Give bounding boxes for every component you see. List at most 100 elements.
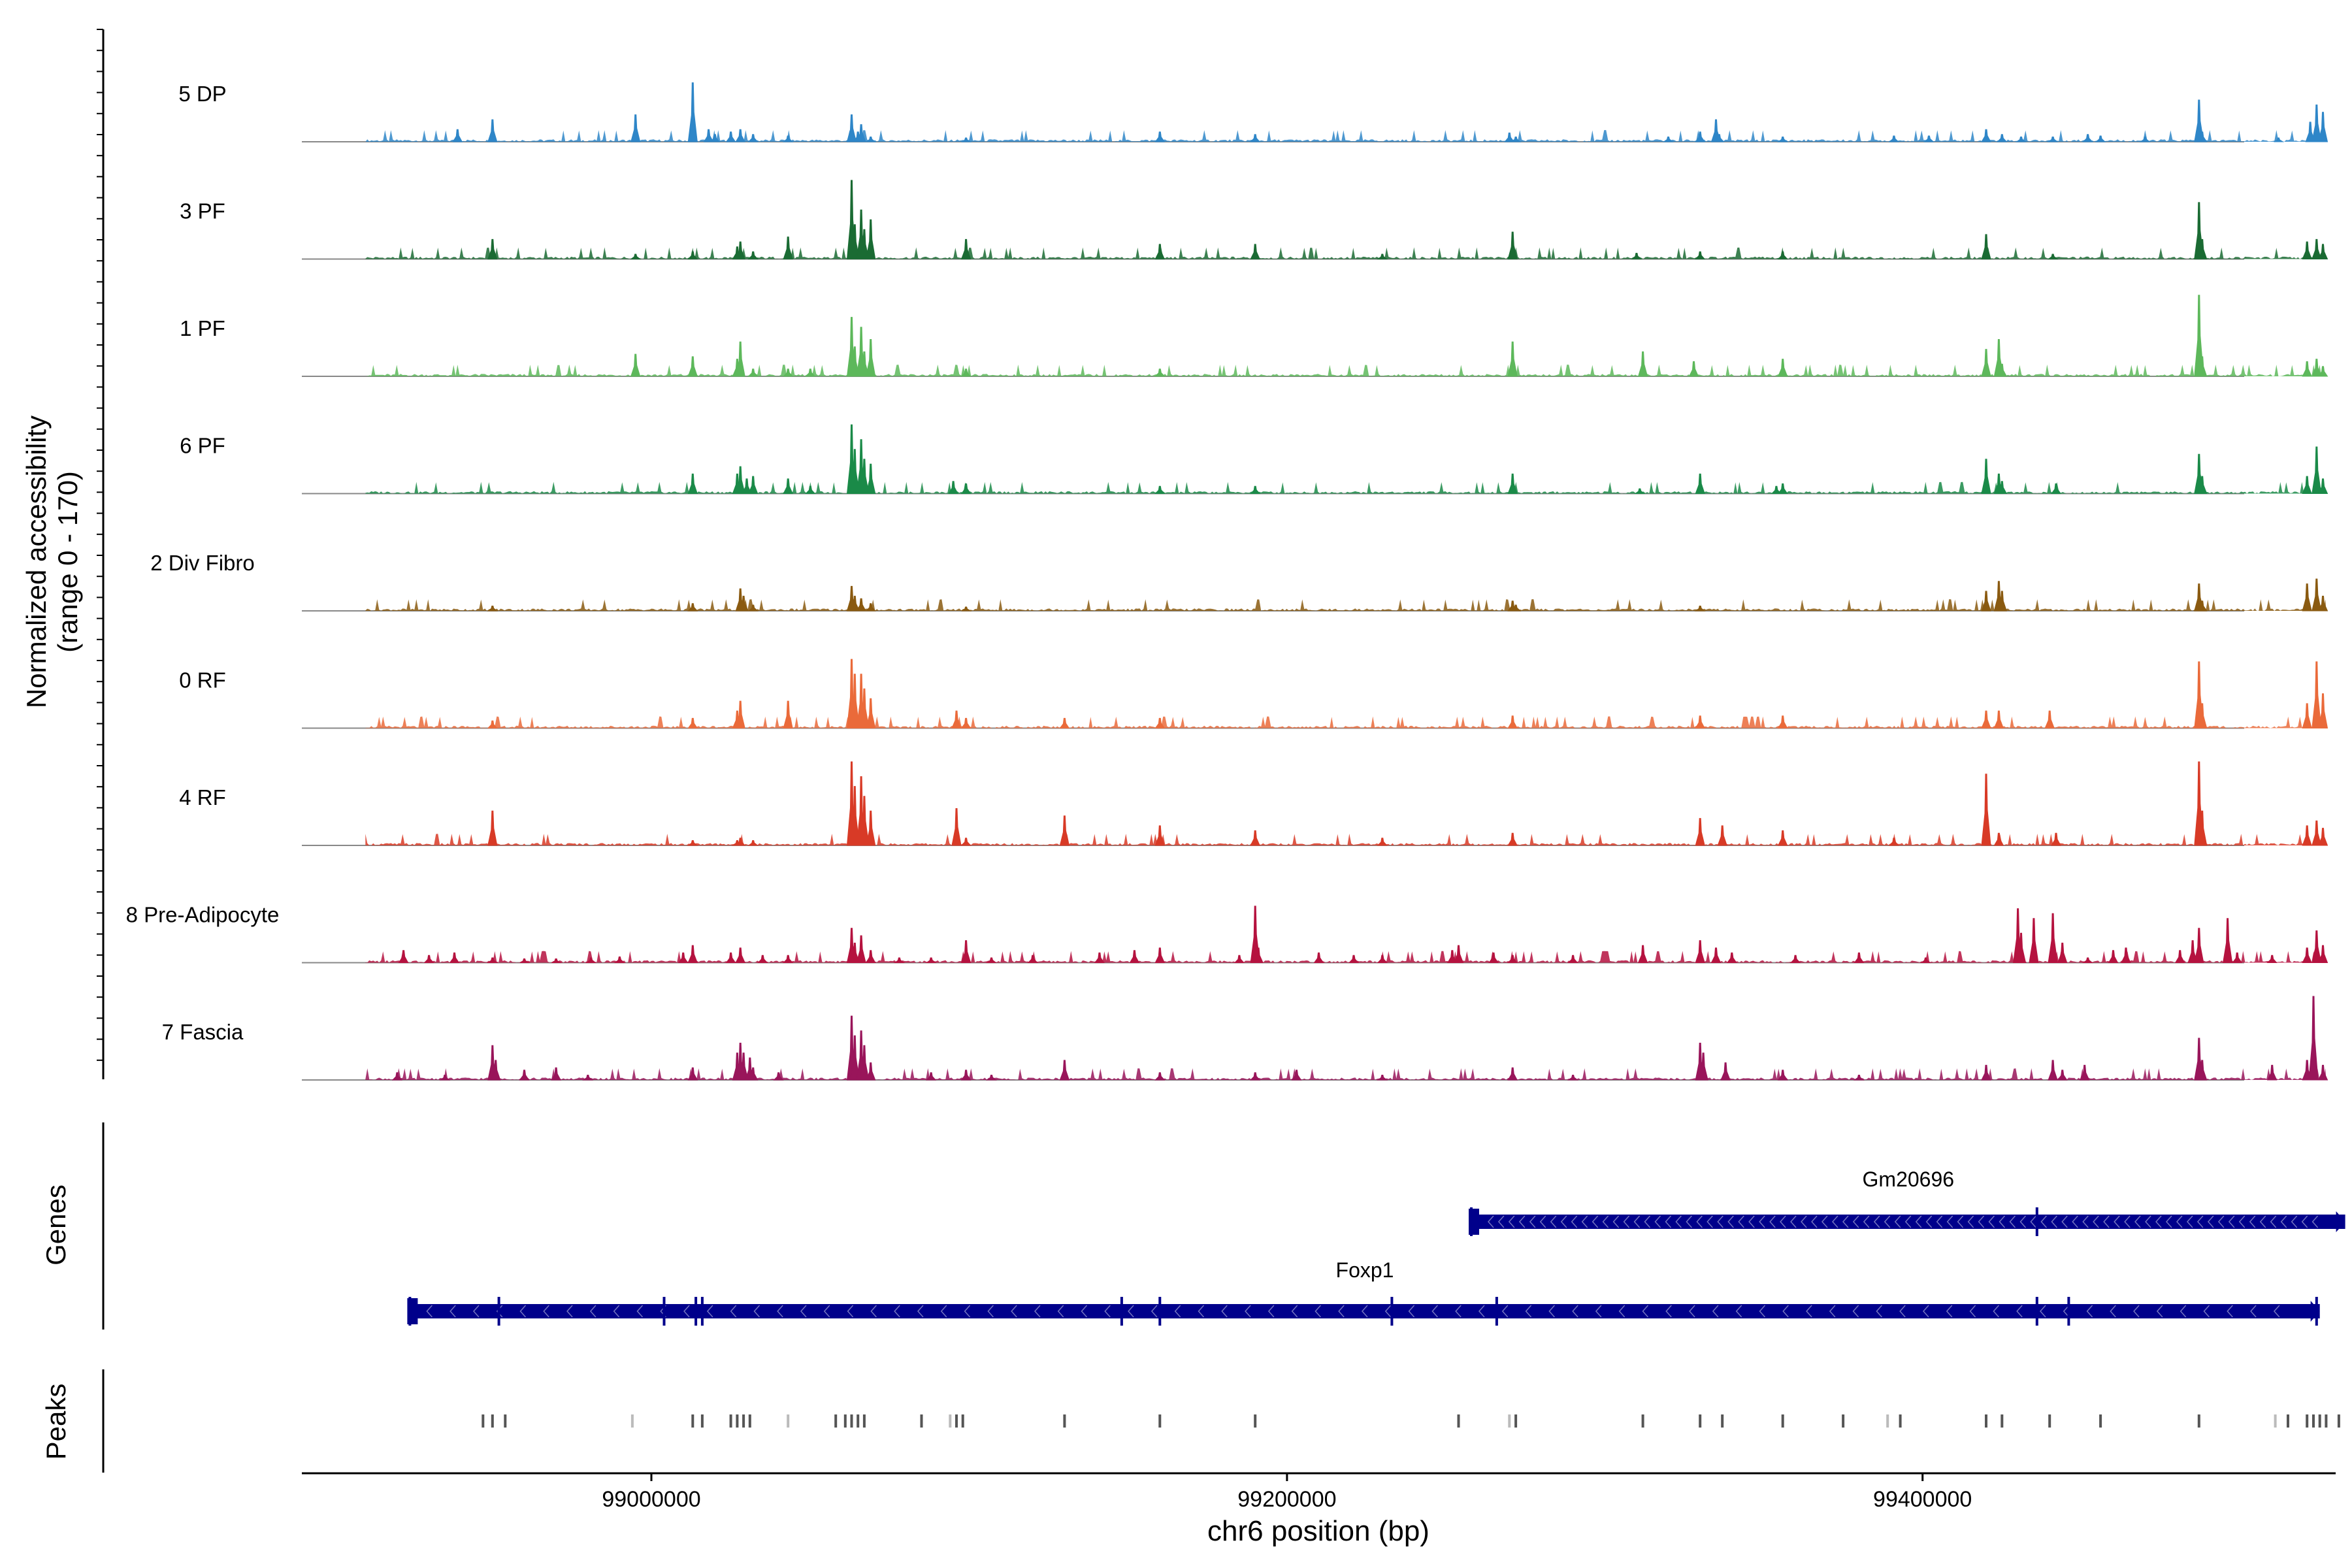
accessibility-peak <box>585 957 597 963</box>
strand-chevron <box>1842 1215 1849 1228</box>
exon-mark <box>2035 1297 2038 1326</box>
strand-chevron <box>1967 1215 1974 1228</box>
strand-chevron <box>1675 1215 1682 1228</box>
strand-chevron <box>753 1305 760 1318</box>
strand-chevron <box>847 1305 854 1318</box>
accessibility-peak <box>725 952 736 963</box>
strand-chevron <box>1623 1215 1630 1228</box>
accessibility-peak <box>1777 1070 1788 1081</box>
strand-chevron <box>1529 1215 1536 1228</box>
peak-region <box>1721 1414 1724 1428</box>
accessibility-peak <box>2197 810 2208 846</box>
strand-chevron <box>426 1305 433 1318</box>
accessibility-peak <box>2057 942 2068 963</box>
gene-strand-arrow <box>2310 1301 2320 1322</box>
strand-chevron <box>1717 1215 1723 1228</box>
accessibility-peak <box>1997 591 2007 612</box>
strand-chevron <box>1946 1305 1953 1318</box>
accessibility-peak <box>960 368 972 377</box>
peak-region <box>748 1414 751 1428</box>
accessibility-peak <box>960 940 972 963</box>
accessibility-peak <box>2048 1060 2058 1081</box>
accessibility-peak <box>1154 947 1166 963</box>
strand-chevron <box>566 1305 573 1318</box>
exon-mark <box>1158 1297 1162 1326</box>
accessibility-peak <box>960 483 972 494</box>
accessibility-peak <box>2174 950 2185 963</box>
accessibility-peak <box>630 253 642 259</box>
strand-chevron <box>1790 1215 1797 1228</box>
strand-chevron <box>1034 1305 1041 1318</box>
accessibility-peak <box>866 698 876 728</box>
strand-chevron <box>1904 1215 1912 1228</box>
accessibility-peak <box>1720 1062 1731 1081</box>
accessibility-peak <box>1129 950 1140 963</box>
accessibility-peak <box>1714 134 1725 142</box>
accessibility-peak <box>2044 710 2055 728</box>
accessibility-peak <box>2302 241 2312 259</box>
accessibility-peak <box>747 134 759 142</box>
strand-chevron <box>2217 1215 2225 1228</box>
peak-region <box>736 1414 739 1428</box>
accessibility-peak <box>866 219 876 259</box>
accessibility-peak <box>2302 476 2312 494</box>
strand-chevron <box>1738 1215 1744 1228</box>
strand-chevron <box>1595 1305 1602 1318</box>
accessibility-peak <box>687 945 698 963</box>
strand-chevron <box>2155 1215 2162 1228</box>
strand-chevron <box>2250 1305 2257 1318</box>
accessibility-peak <box>2047 137 2059 142</box>
strand-chevron <box>1455 1305 1462 1318</box>
accessibility-peak <box>1250 134 1261 142</box>
accessibility-peak <box>2082 957 2094 963</box>
strand-chevron <box>2145 1215 2151 1228</box>
strand-chevron <box>1915 1215 1922 1228</box>
strand-chevron <box>2280 1215 2287 1228</box>
accessibility-peak <box>687 356 698 377</box>
strand-chevron <box>449 1305 456 1318</box>
accessibility-peak <box>1507 715 1518 728</box>
accessibility-peak <box>1377 838 1388 846</box>
exon-mark <box>2067 1297 2070 1326</box>
x-tick-label: 99400000 <box>1873 1487 1972 1512</box>
strand-chevron <box>1769 1215 1776 1228</box>
x-tick-label: 99200000 <box>1237 1487 1336 1512</box>
strand-chevron <box>2086 1305 2093 1318</box>
strand-chevron <box>1654 1215 1661 1228</box>
accessibility-peak <box>398 950 409 963</box>
peak-region <box>491 1414 494 1428</box>
strand-chevron <box>2114 1215 2120 1228</box>
accessibility-peak <box>687 82 698 142</box>
strand-chevron <box>1539 1215 1546 1228</box>
accessibility-peak <box>1507 231 1518 259</box>
strand-chevron <box>1801 1215 1807 1228</box>
accessibility-peak <box>1695 131 1706 142</box>
accessibility-peak <box>1504 132 1515 142</box>
track-8-pre-adipocyte: 8 Pre-Adipocyte <box>126 903 2328 964</box>
accessibility-peak <box>2317 945 2328 963</box>
accessibility-peak <box>1510 137 1522 142</box>
peak-region <box>2337 1414 2340 1428</box>
accessibility-peak <box>1777 359 1788 377</box>
accessibility-peak <box>757 955 768 963</box>
track-label: 2 Div Fibro <box>150 551 255 575</box>
strand-chevron <box>2259 1215 2266 1228</box>
strand-chevron <box>1081 1305 1088 1318</box>
x-tick-label: 99000000 <box>602 1487 700 1512</box>
strand-chevron <box>964 1305 971 1318</box>
strand-chevron <box>2103 1215 2110 1228</box>
accessibility-peak <box>2311 661 2322 728</box>
accessibility-peak <box>783 368 794 377</box>
accessibility-peak <box>1698 1053 1708 1081</box>
strand-chevron <box>1572 1305 1578 1318</box>
accessibility-peak <box>687 1067 698 1081</box>
strand-chevron <box>1571 1215 1578 1228</box>
accessibility-peak <box>805 368 816 377</box>
strand-chevron <box>543 1305 549 1318</box>
strand-chevron <box>519 1305 527 1318</box>
strand-chevron <box>2082 1215 2089 1228</box>
strand-chevron <box>1408 1305 1415 1318</box>
accessibility-peak <box>687 473 698 494</box>
accessibility-peak <box>783 955 794 963</box>
strand-chevron <box>987 1305 994 1318</box>
